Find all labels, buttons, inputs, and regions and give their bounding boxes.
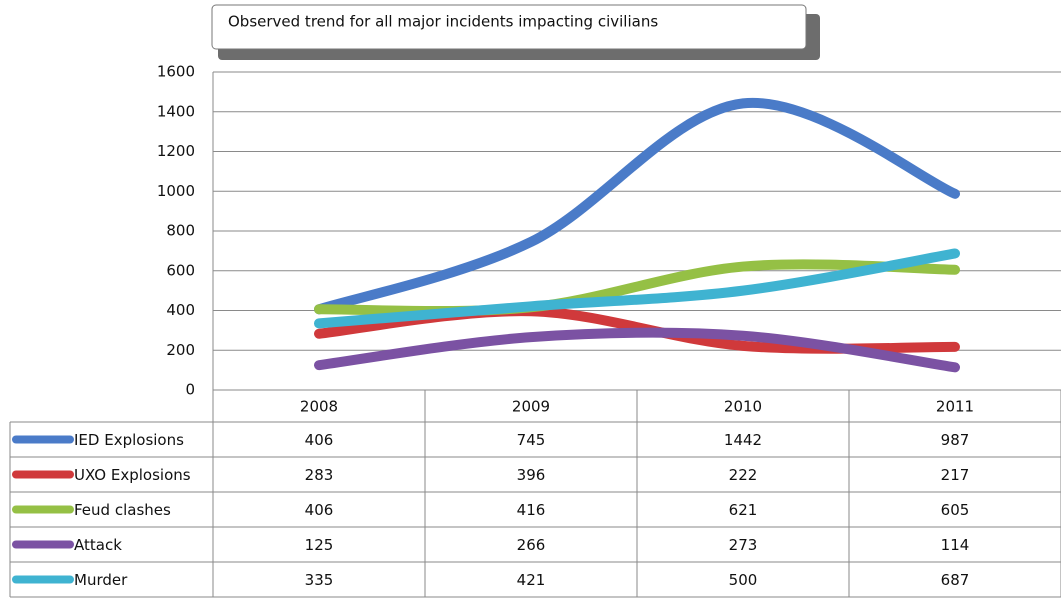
table-value: 987 [941,431,970,449]
table-value: 283 [305,466,334,484]
y-tick-label: 600 [166,261,195,279]
table-value: 500 [729,571,758,589]
y-tick-label: 0 [185,381,195,399]
x-tick-label: 2009 [512,398,550,416]
table-value: 406 [305,431,334,449]
table-value: 421 [517,571,546,589]
y-tick-label: 400 [166,301,195,319]
legend-label: Murder [74,571,128,589]
table-value: 125 [305,536,334,554]
chart-title: Observed trend for all major incidents i… [228,13,658,31]
title-box [211,4,807,50]
x-tick-label: 2011 [936,398,974,416]
legend-label: Feud clashes [74,501,171,519]
y-tick-label: 1000 [157,182,195,200]
table-value: 605 [941,501,970,519]
y-tick-label: 200 [166,341,195,359]
table-value: 273 [729,536,758,554]
table-value: 1442 [724,431,762,449]
table-value: 217 [941,466,970,484]
series-line [314,248,960,329]
legend-label: IED Explosions [74,431,184,449]
series-line [314,97,960,315]
table-value: 222 [729,466,758,484]
legend-label: Attack [74,536,122,554]
y-tick-label: 800 [166,222,195,240]
legend-label: UXO Explosions [74,466,191,484]
table-value: 396 [517,466,546,484]
y-tick-label: 1200 [157,142,195,160]
series-line [314,327,960,373]
table-value: 416 [517,501,546,519]
y-tick-label: 1600 [157,63,195,81]
table-value: 687 [941,571,970,589]
table-value: 335 [305,571,334,589]
x-tick-label: 2008 [300,398,338,416]
table-value: 621 [729,501,758,519]
y-tick-label: 1400 [157,102,195,120]
table-value: 266 [517,536,546,554]
table-value: 114 [941,536,970,554]
table-value: 406 [305,501,334,519]
table-value: 745 [517,431,546,449]
x-tick-label: 2010 [724,398,762,416]
